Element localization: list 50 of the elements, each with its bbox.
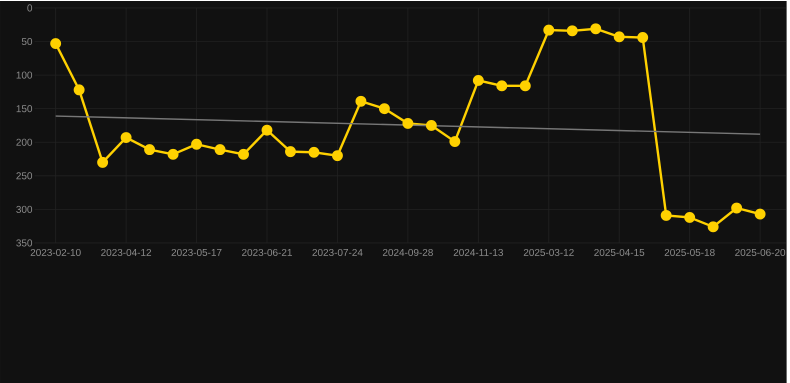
- x-tick-label: 2025-06-20: [735, 248, 786, 256]
- y-tick-label: 0: [27, 4, 32, 12]
- point: [402, 118, 414, 129]
- point: [378, 103, 390, 114]
- y-tick-label: 100: [16, 71, 32, 78]
- point: [191, 138, 202, 150]
- x-tick-label: 2025-05-18: [664, 248, 715, 256]
- point: [637, 32, 648, 43]
- point: [97, 156, 108, 168]
- y-tick-label: 300: [16, 206, 32, 213]
- point: [74, 84, 85, 96]
- point: [332, 150, 343, 161]
- point: [543, 24, 554, 36]
- point: [168, 148, 179, 160]
- y-tick-label: 50: [22, 38, 32, 45]
- point: [355, 96, 366, 107]
- x-tick-label: 2023-07-24: [312, 248, 363, 256]
- x-tick-label: 2023-05-17: [172, 248, 222, 256]
- x-tick-label: 2024-11-13: [454, 248, 503, 256]
- point: [50, 38, 62, 49]
- point: [590, 23, 602, 34]
- y-tick-label: 150: [16, 104, 32, 112]
- point: [214, 144, 226, 155]
- x-tick-label: 2025-04-15: [594, 248, 644, 256]
- point: [708, 221, 719, 232]
- point: [262, 124, 272, 136]
- x-tick-label: 2023-04-12: [101, 248, 152, 256]
- point: [120, 132, 132, 143]
- point: [285, 146, 296, 157]
- point: [520, 80, 531, 92]
- y-tick-label: 350: [16, 239, 32, 246]
- point: [660, 210, 672, 221]
- point: [684, 212, 696, 223]
- x-tick-label: 2024-09-28: [382, 248, 433, 256]
- x-tick-label: 2025-03-12: [524, 248, 574, 256]
- point: [731, 202, 742, 214]
- x-tick-label: 2023-06-21: [242, 248, 292, 256]
- point: [426, 120, 437, 131]
- point: [449, 136, 460, 147]
- point: [566, 25, 578, 36]
- y-tick-label: 250: [16, 172, 32, 180]
- point: [308, 146, 320, 158]
- point: [238, 148, 249, 160]
- point: [496, 80, 508, 92]
- point: [144, 144, 156, 155]
- y-tick-label: 200: [16, 138, 32, 146]
- point: [754, 208, 766, 220]
- point: [472, 74, 484, 86]
- x-tick-label: 2023-02-10: [30, 248, 81, 256]
- point: [614, 31, 625, 42]
